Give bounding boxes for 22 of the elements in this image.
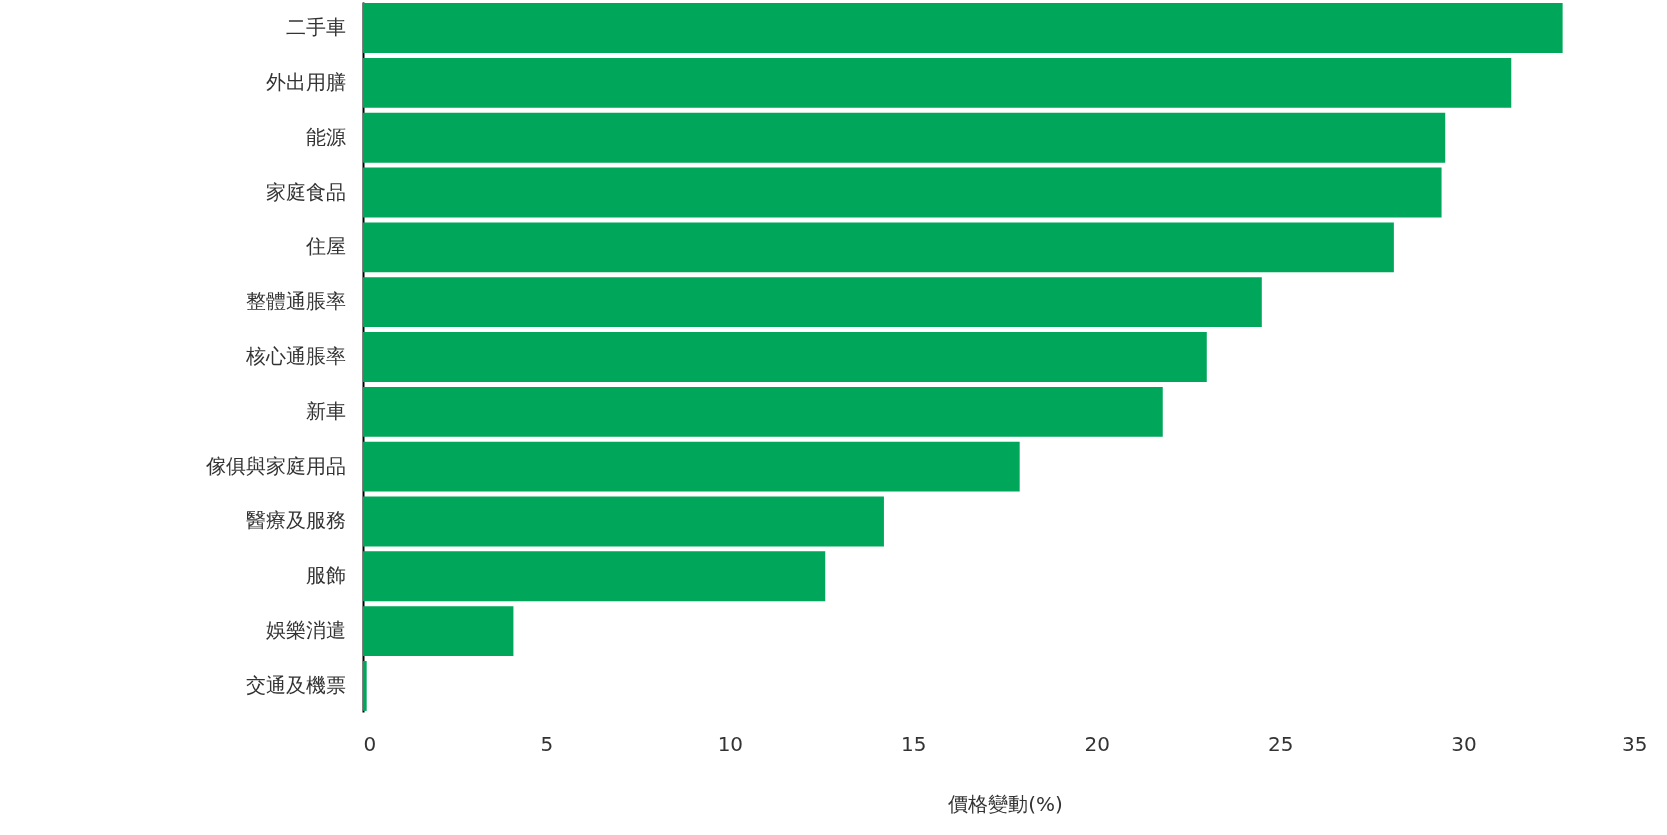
y-tick-label: 能源 <box>305 124 346 149</box>
y-tick-label: 二手車 <box>285 15 346 40</box>
y-tick-label: 傢俱與家庭用品 <box>204 453 346 478</box>
y-tick-label: 醫療及服務 <box>245 508 346 533</box>
y-tick-label: 整體通脹率 <box>245 289 346 314</box>
y-tick-label: 家庭食品 <box>265 179 346 204</box>
y-tick-label: 交通及機票 <box>245 672 346 697</box>
y-tick-label: 住屋 <box>304 234 346 259</box>
y-tick-label: 服飾 <box>305 563 346 588</box>
x-tick-label: 20 <box>1084 731 1110 756</box>
x-tick-label: 25 <box>1267 731 1294 756</box>
x-tick-label: 5 <box>540 731 554 756</box>
x-tick-label: 35 <box>1622 731 1648 756</box>
y-tick-label: 新車 <box>305 398 346 423</box>
y-tick-label: 核心通脹率 <box>244 344 346 368</box>
y-tick-label: 娛樂消遣 <box>265 618 346 643</box>
x-tick-label: 0 <box>363 731 377 756</box>
y-tick-label: 外出用膳 <box>265 69 346 94</box>
x-axis-title: 價格變動(%) <box>948 791 1063 816</box>
x-tick-label: 10 <box>717 731 744 756</box>
x-tick-label: 15 <box>901 731 927 756</box>
x-tick-label: 30 <box>1451 731 1477 756</box>
